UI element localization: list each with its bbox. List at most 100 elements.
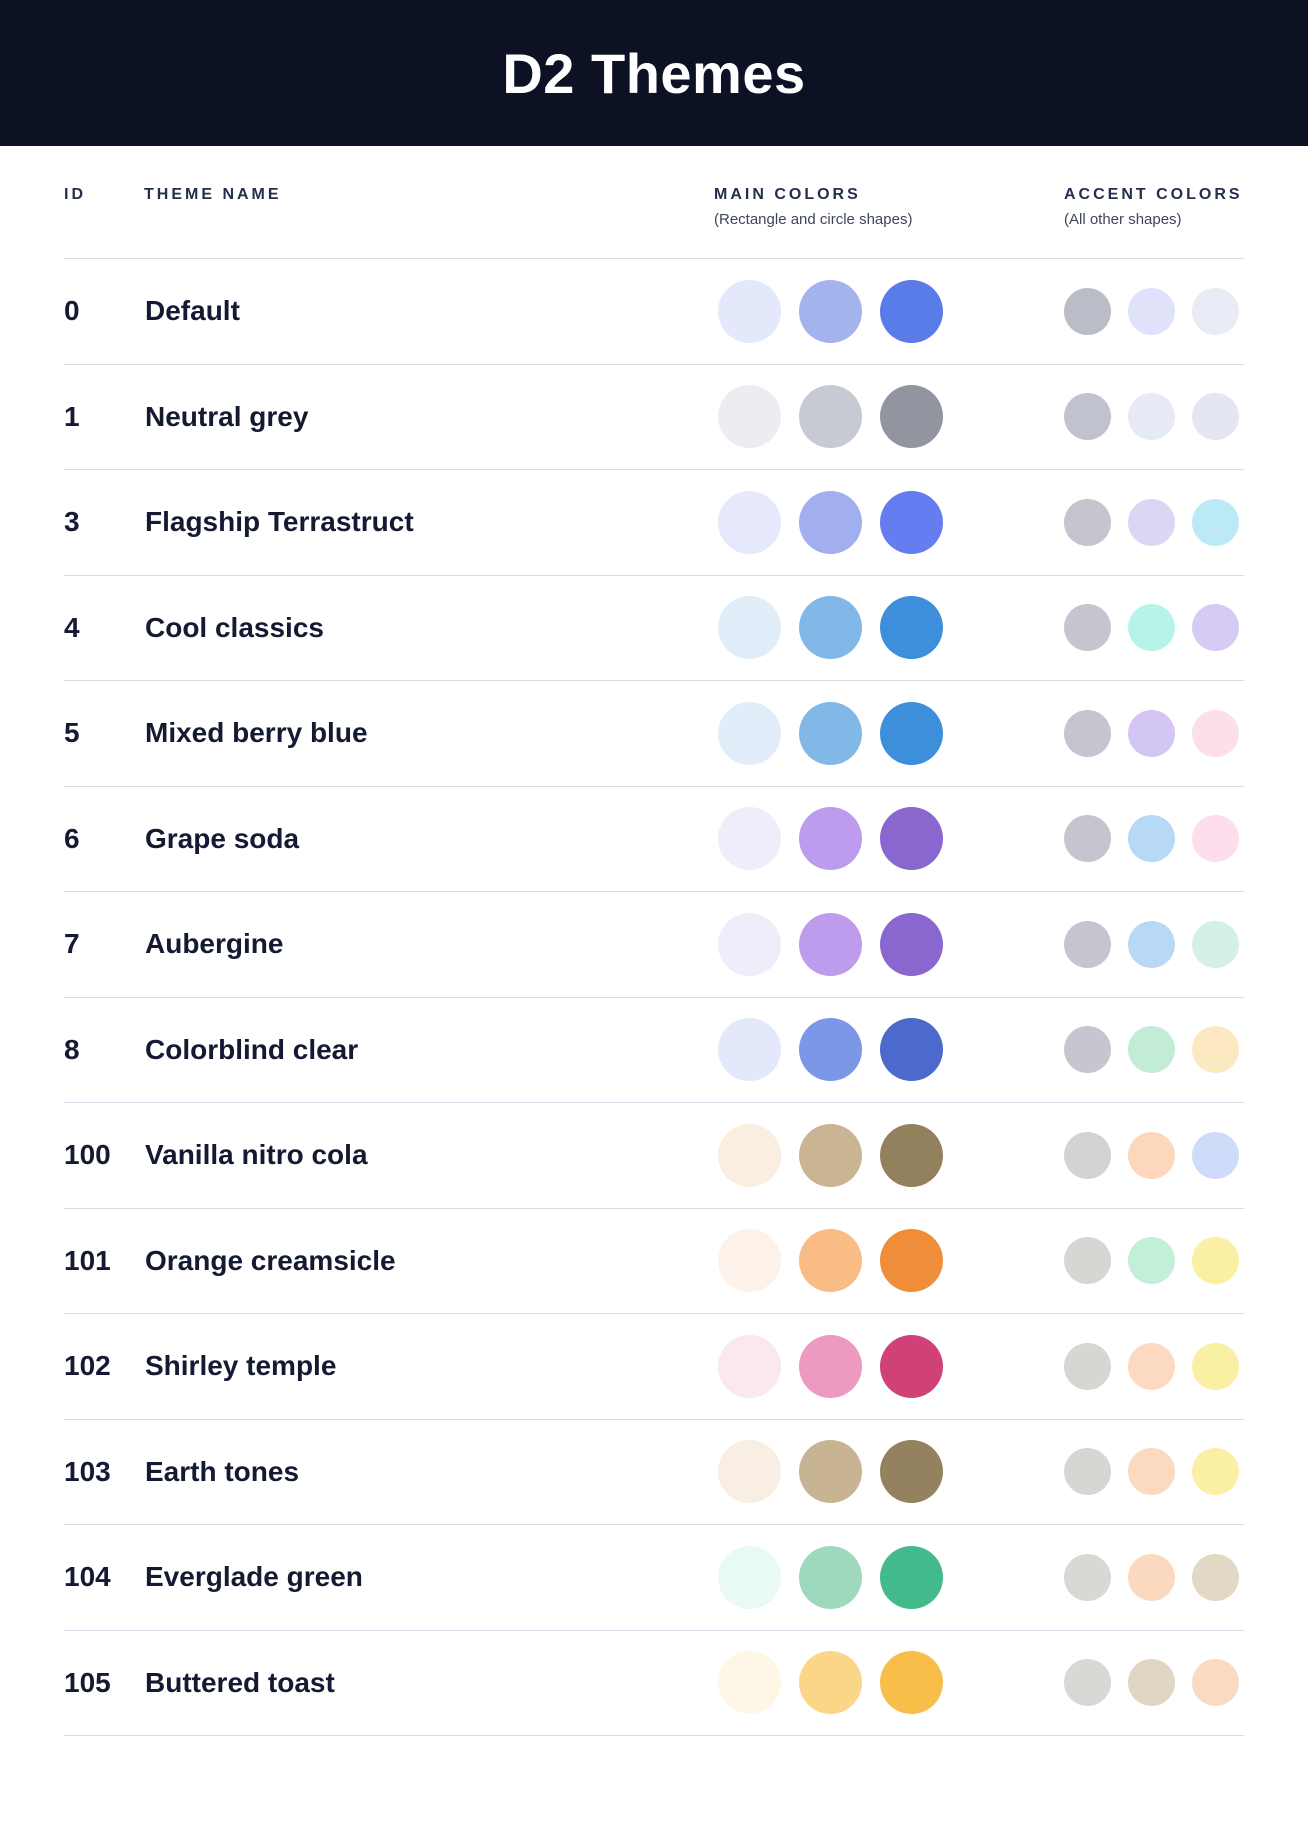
column-header-id: ID bbox=[64, 186, 86, 203]
table-row: 8 Colorblind clear bbox=[64, 998, 1244, 1103]
theme-id: 1 bbox=[64, 400, 80, 432]
main-color-swatch bbox=[880, 385, 943, 449]
main-color-swatch bbox=[718, 1123, 781, 1187]
main-color-swatches bbox=[714, 1123, 1024, 1187]
main-color-swatch bbox=[718, 807, 781, 871]
accent-color-swatch bbox=[1128, 920, 1175, 968]
accent-colors-caption: (All other shapes) bbox=[1064, 211, 1182, 228]
accent-color-swatch bbox=[1128, 1659, 1175, 1707]
theme-id: 4 bbox=[64, 611, 80, 643]
accent-color-swatch bbox=[1192, 709, 1239, 757]
theme-id: 103 bbox=[64, 1455, 111, 1487]
main-color-swatch bbox=[880, 279, 943, 343]
theme-name: Flagship Terrastruct bbox=[145, 506, 414, 538]
page-title: D2 Themes bbox=[502, 41, 806, 105]
main-color-swatch bbox=[799, 596, 862, 660]
main-color-swatches bbox=[714, 701, 1024, 765]
main-color-swatch bbox=[880, 1018, 943, 1082]
main-color-swatch bbox=[718, 1651, 781, 1715]
theme-name: Aubergine bbox=[145, 928, 284, 960]
main-color-swatches bbox=[714, 1229, 1024, 1293]
main-colors-label: MAIN COLORS bbox=[714, 186, 861, 203]
main-color-swatch bbox=[799, 1334, 862, 1398]
main-color-swatches bbox=[714, 807, 1024, 871]
main-color-swatch bbox=[799, 1440, 862, 1504]
main-color-swatch bbox=[718, 1229, 781, 1293]
main-color-swatches bbox=[714, 1334, 1024, 1398]
theme-id: 8 bbox=[64, 1033, 80, 1065]
main-color-swatch bbox=[799, 807, 862, 871]
main-color-swatch bbox=[799, 1545, 862, 1609]
accent-color-swatch bbox=[1128, 1026, 1175, 1074]
theme-id: 3 bbox=[64, 506, 80, 538]
main-color-swatch bbox=[880, 1651, 943, 1715]
table-header-row: ID THEME NAME MAIN COLORS (Rectangle and… bbox=[64, 146, 1244, 259]
table-row: 105 Buttered toast bbox=[64, 1631, 1244, 1736]
main-color-swatch bbox=[718, 1440, 781, 1504]
main-color-swatch bbox=[880, 1545, 943, 1609]
accent-color-swatch bbox=[1192, 1237, 1239, 1285]
main-color-swatch bbox=[880, 912, 943, 976]
accent-color-swatch bbox=[1064, 920, 1111, 968]
main-color-swatch bbox=[718, 596, 781, 660]
accent-color-swatch bbox=[1064, 815, 1111, 863]
main-color-swatch bbox=[880, 596, 943, 660]
theme-name: Orange creamsicle bbox=[145, 1244, 396, 1276]
main-color-swatches bbox=[714, 596, 1024, 660]
main-color-swatch bbox=[718, 490, 781, 554]
theme-name: Earth tones bbox=[145, 1455, 300, 1487]
main-color-swatch bbox=[799, 1123, 862, 1187]
accent-color-swatches bbox=[1024, 815, 1244, 863]
main-color-swatch bbox=[880, 1123, 943, 1187]
accent-color-swatch bbox=[1192, 1026, 1239, 1074]
theme-id: 5 bbox=[64, 717, 80, 749]
main-color-swatch bbox=[880, 1440, 943, 1504]
accent-color-swatch bbox=[1064, 1026, 1111, 1074]
main-color-swatch bbox=[880, 1334, 943, 1398]
table-row: 100 Vanilla nitro cola bbox=[64, 1103, 1244, 1209]
main-color-swatch bbox=[718, 279, 781, 343]
theme-name: Default bbox=[145, 295, 240, 327]
accent-color-swatch bbox=[1064, 709, 1111, 757]
main-color-swatches bbox=[714, 912, 1024, 976]
main-color-swatch bbox=[718, 1545, 781, 1609]
table-row: 104 Everglade green bbox=[64, 1525, 1244, 1631]
theme-name: Cool classics bbox=[145, 611, 324, 643]
accent-color-swatch bbox=[1192, 604, 1239, 652]
theme-name: Shirley temple bbox=[145, 1350, 337, 1382]
accent-color-swatches bbox=[1024, 1659, 1244, 1707]
accent-color-swatch bbox=[1128, 498, 1175, 546]
main-color-swatch bbox=[718, 1334, 781, 1398]
table-row: 7 Aubergine bbox=[64, 892, 1244, 998]
accent-color-swatch bbox=[1064, 1342, 1111, 1390]
table-row: 5 Mixed berry blue bbox=[64, 681, 1244, 787]
accent-color-swatches bbox=[1024, 1026, 1244, 1074]
accent-color-swatch bbox=[1192, 393, 1239, 441]
main-color-swatch bbox=[880, 807, 943, 871]
table-row: 6 Grape soda bbox=[64, 787, 1244, 892]
accent-color-swatches bbox=[1024, 498, 1244, 546]
theme-name: Everglade green bbox=[145, 1561, 363, 1593]
accent-color-swatch bbox=[1128, 1131, 1175, 1179]
main-color-swatch bbox=[718, 701, 781, 765]
accent-color-swatch bbox=[1192, 920, 1239, 968]
column-header-accent-colors: ACCENT COLORS (All other shapes) bbox=[1024, 186, 1244, 228]
theme-id: 105 bbox=[64, 1666, 111, 1698]
main-color-swatch bbox=[799, 1018, 862, 1082]
main-color-swatch bbox=[799, 912, 862, 976]
main-color-swatch bbox=[799, 1651, 862, 1715]
main-color-swatch bbox=[880, 701, 943, 765]
main-color-swatches bbox=[714, 1440, 1024, 1504]
main-color-swatch bbox=[799, 1229, 862, 1293]
accent-color-swatches bbox=[1024, 1237, 1244, 1285]
table-row: 101 Orange creamsicle bbox=[64, 1209, 1244, 1314]
accent-color-swatches bbox=[1024, 1131, 1244, 1179]
accent-color-swatches bbox=[1024, 1448, 1244, 1496]
accent-color-swatch bbox=[1192, 1342, 1239, 1390]
accent-color-swatch bbox=[1128, 1237, 1175, 1285]
theme-name: Mixed berry blue bbox=[145, 717, 368, 749]
accent-color-swatch bbox=[1064, 1553, 1111, 1601]
accent-color-swatches bbox=[1024, 287, 1244, 335]
main-color-swatches bbox=[714, 385, 1024, 449]
